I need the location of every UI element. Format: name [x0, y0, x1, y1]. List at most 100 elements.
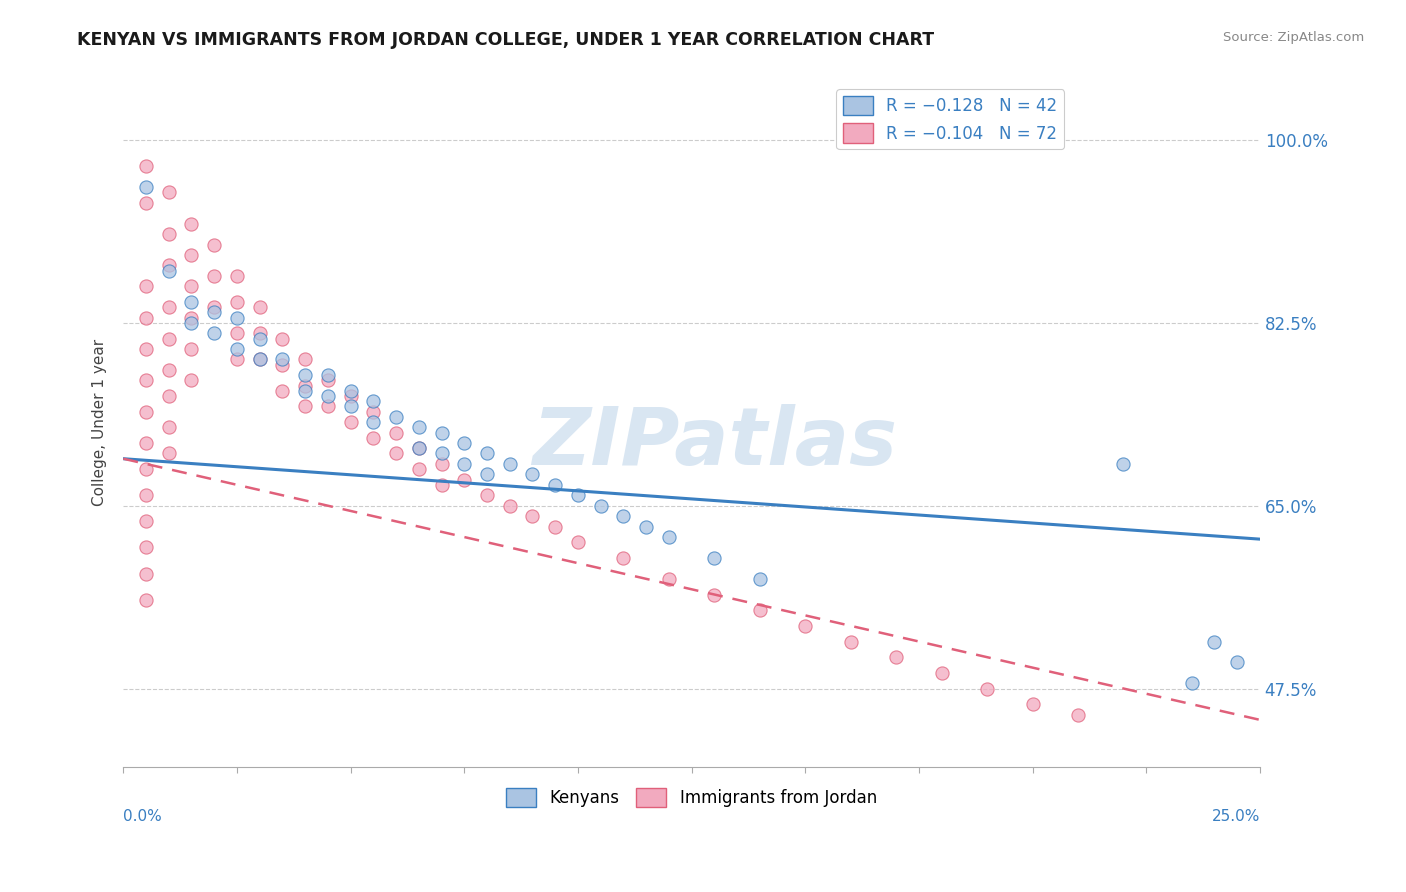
Point	[839, 634, 862, 648]
Point	[294, 378, 316, 392]
Point	[408, 462, 430, 476]
Point	[226, 310, 249, 325]
Point	[180, 217, 202, 231]
Point	[316, 400, 339, 414]
Point	[226, 326, 249, 341]
Point	[567, 535, 589, 549]
Point	[316, 373, 339, 387]
Point	[1021, 697, 1043, 711]
Point	[453, 436, 475, 450]
Point	[135, 515, 157, 529]
Point	[589, 499, 612, 513]
Point	[135, 541, 157, 555]
Point	[339, 389, 361, 403]
Point	[135, 488, 157, 502]
Point	[430, 457, 453, 471]
Point	[157, 332, 180, 346]
Point	[135, 405, 157, 419]
Point	[430, 478, 453, 492]
Point	[226, 268, 249, 283]
Point	[453, 473, 475, 487]
Point	[363, 415, 385, 429]
Point	[157, 300, 180, 314]
Point	[385, 425, 408, 440]
Point	[135, 436, 157, 450]
Text: 25.0%: 25.0%	[1212, 809, 1260, 823]
Point	[748, 572, 770, 586]
Point	[157, 363, 180, 377]
Point	[408, 420, 430, 434]
Point	[636, 519, 658, 533]
Point	[180, 342, 202, 356]
Point	[249, 300, 271, 314]
Point	[135, 310, 157, 325]
Point	[522, 509, 544, 524]
Text: KENYAN VS IMMIGRANTS FROM JORDAN COLLEGE, UNDER 1 YEAR CORRELATION CHART: KENYAN VS IMMIGRANTS FROM JORDAN COLLEGE…	[77, 31, 935, 49]
Point	[135, 342, 157, 356]
Point	[294, 352, 316, 367]
Point	[135, 566, 157, 581]
Point	[180, 316, 202, 330]
Point	[294, 400, 316, 414]
Point	[202, 300, 225, 314]
Text: ZIPatlas: ZIPatlas	[531, 404, 897, 482]
Point	[339, 400, 361, 414]
Point	[1067, 707, 1090, 722]
Point	[612, 550, 634, 565]
Point	[339, 415, 361, 429]
Text: Source: ZipAtlas.com: Source: ZipAtlas.com	[1223, 31, 1364, 45]
Point	[180, 310, 202, 325]
Point	[157, 227, 180, 241]
Point	[703, 550, 725, 565]
Point	[294, 384, 316, 398]
Point	[271, 358, 294, 372]
Point	[180, 373, 202, 387]
Text: 0.0%: 0.0%	[124, 809, 162, 823]
Point	[976, 681, 998, 696]
Point	[703, 587, 725, 601]
Point	[271, 332, 294, 346]
Point	[794, 619, 817, 633]
Point	[522, 467, 544, 482]
Point	[363, 405, 385, 419]
Point	[363, 394, 385, 409]
Point	[135, 180, 157, 194]
Point	[249, 352, 271, 367]
Point	[157, 259, 180, 273]
Point	[339, 384, 361, 398]
Point	[180, 295, 202, 310]
Point	[931, 665, 953, 680]
Point	[157, 446, 180, 460]
Point	[157, 263, 180, 277]
Point	[135, 195, 157, 210]
Point	[202, 268, 225, 283]
Point	[135, 592, 157, 607]
Point	[271, 352, 294, 367]
Point	[475, 446, 498, 460]
Point	[249, 326, 271, 341]
Point	[226, 295, 249, 310]
Point	[249, 352, 271, 367]
Point	[202, 326, 225, 341]
Point	[157, 420, 180, 434]
Point	[1112, 457, 1135, 471]
Point	[499, 499, 522, 513]
Point	[408, 442, 430, 456]
Point	[226, 342, 249, 356]
Point	[612, 509, 634, 524]
Point	[1226, 656, 1249, 670]
Point	[544, 519, 567, 533]
Point	[202, 305, 225, 319]
Point	[658, 572, 681, 586]
Point	[385, 409, 408, 424]
Point	[499, 457, 522, 471]
Legend: Kenyans, Immigrants from Jordan: Kenyans, Immigrants from Jordan	[499, 781, 883, 814]
Point	[271, 384, 294, 398]
Point	[408, 442, 430, 456]
Point	[180, 279, 202, 293]
Point	[475, 488, 498, 502]
Point	[544, 478, 567, 492]
Point	[884, 650, 907, 665]
Point	[135, 373, 157, 387]
Point	[1204, 634, 1226, 648]
